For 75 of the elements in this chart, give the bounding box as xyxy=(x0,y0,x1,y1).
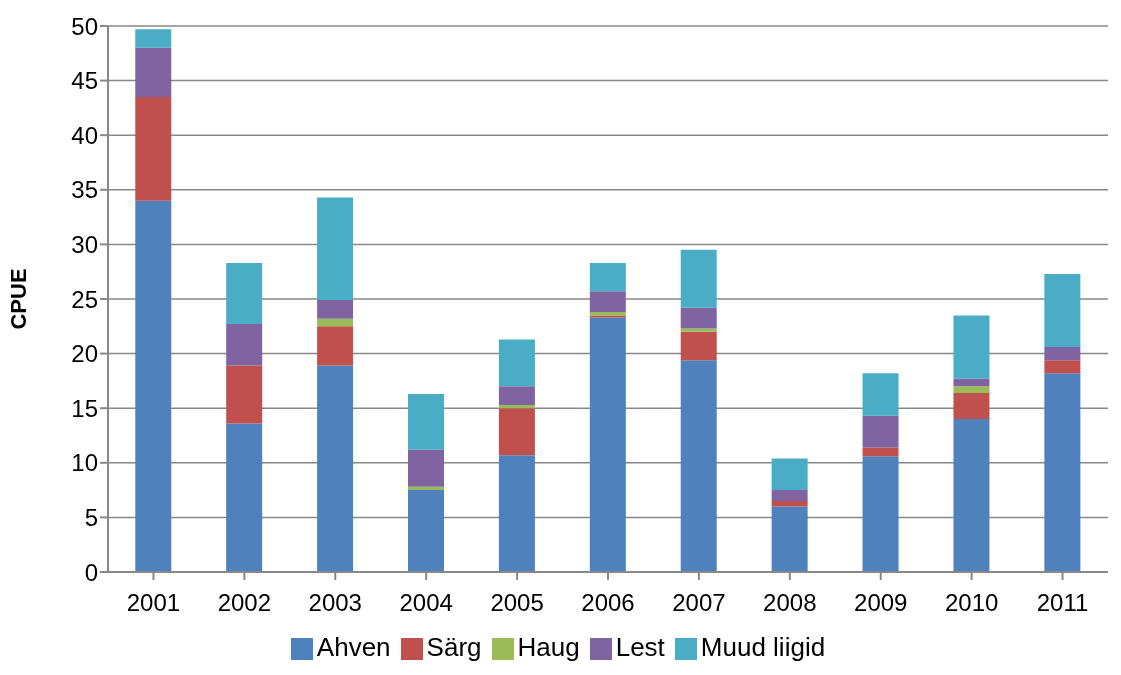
bar xyxy=(226,365,263,424)
y-tick-label: 0 xyxy=(84,558,98,586)
bar xyxy=(771,458,808,491)
bar xyxy=(953,419,990,572)
bar xyxy=(862,456,899,572)
legend-label: Särg xyxy=(426,632,482,662)
bar xyxy=(226,324,263,366)
bar xyxy=(498,408,535,456)
bar xyxy=(589,317,626,572)
y-tick-label: 35 xyxy=(71,176,98,204)
x-tick-label: 2002 xyxy=(217,589,272,617)
x-tick-label: 2006 xyxy=(581,589,635,617)
bar xyxy=(408,486,444,491)
bar xyxy=(498,455,535,572)
bar xyxy=(1044,360,1081,374)
bar xyxy=(226,423,263,572)
bar xyxy=(771,490,808,502)
y-tick-label: 30 xyxy=(71,230,98,258)
bar xyxy=(680,328,717,332)
y-tick-label: 45 xyxy=(71,67,98,95)
x-tick-label: 2010 xyxy=(944,589,999,617)
y-tick-label: 20 xyxy=(71,340,98,368)
bar xyxy=(589,262,626,292)
legend-label: Muud liigid xyxy=(700,632,826,662)
bar xyxy=(135,29,172,48)
bar xyxy=(408,394,444,450)
bar xyxy=(317,318,354,327)
bar xyxy=(135,200,172,572)
bar xyxy=(408,490,444,572)
bar xyxy=(1044,347,1081,361)
bar xyxy=(862,415,899,448)
bar xyxy=(498,404,535,409)
bar xyxy=(135,47,172,97)
bar xyxy=(589,291,626,313)
bar xyxy=(135,96,172,201)
x-tick-label: 2005 xyxy=(490,589,544,617)
legend-label: Lest xyxy=(615,632,665,662)
y-tick-label: 10 xyxy=(71,449,98,477)
bar xyxy=(680,331,717,361)
bar xyxy=(680,360,717,572)
y-tick-label: 50 xyxy=(71,12,98,40)
bar xyxy=(1044,373,1081,572)
bar xyxy=(408,449,444,487)
legend-label: Haug xyxy=(517,632,580,662)
x-tick-label: 2011 xyxy=(1036,589,1089,617)
bar xyxy=(953,378,990,387)
bar xyxy=(498,386,535,405)
bar xyxy=(226,262,263,325)
x-tick-label: 2001 xyxy=(126,589,181,617)
bar xyxy=(680,307,717,329)
bar xyxy=(862,447,899,457)
y-tick-label: 40 xyxy=(71,121,98,149)
bar xyxy=(498,339,535,387)
x-tick-label: 2008 xyxy=(763,589,817,617)
bar xyxy=(1044,273,1081,348)
bar xyxy=(953,315,990,379)
x-tick-label: 2004 xyxy=(399,589,453,617)
y-tick-label: 5 xyxy=(84,503,98,531)
bar xyxy=(317,300,354,319)
y-tick-label: 15 xyxy=(71,394,98,422)
x-tick-label: 2009 xyxy=(854,589,908,617)
bar xyxy=(317,197,354,301)
bar xyxy=(953,392,990,420)
x-tick-label: 2003 xyxy=(308,589,362,617)
bar xyxy=(680,249,717,308)
legend-label: Ahven xyxy=(316,632,391,662)
bar xyxy=(953,386,990,393)
bar xyxy=(771,501,808,507)
bar xyxy=(317,365,354,572)
bar xyxy=(317,326,354,366)
bar xyxy=(862,373,899,416)
bar xyxy=(771,506,808,572)
x-tick-label: 2007 xyxy=(672,589,726,617)
y-axis-title: CPUE xyxy=(5,268,31,330)
y-tick-label: 25 xyxy=(71,285,98,313)
